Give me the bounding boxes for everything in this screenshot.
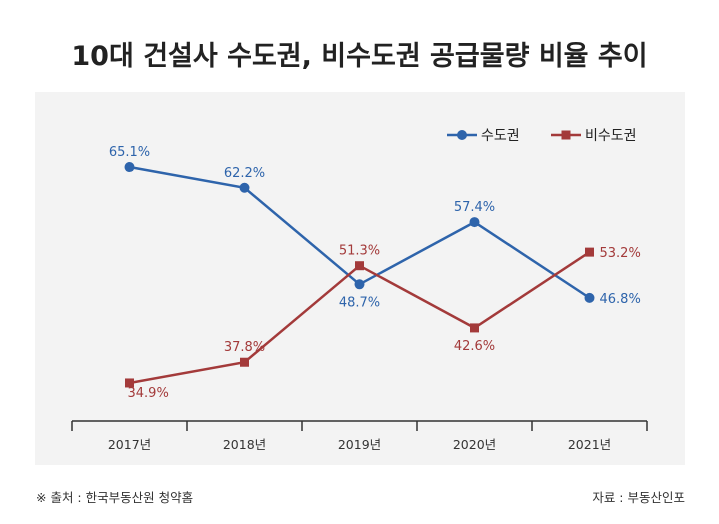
data-label: 37.8% (224, 340, 265, 355)
data-label: 42.6% (454, 339, 495, 354)
data-point (240, 357, 249, 367)
data-point (124, 162, 135, 173)
data-point (469, 217, 480, 228)
data-label: 62.2% (224, 166, 265, 181)
chart-title: 10대 건설사 수도권, 비수도권 공급물량 비율 추이 (71, 41, 647, 72)
x-axis: 2017년 2018년 2019년 2020년 2021년 (71, 420, 648, 452)
data-point (125, 378, 134, 388)
x-tick-label: 2021년 (568, 437, 611, 452)
data-label: 53.2% (600, 246, 641, 261)
series-non-capital: 34.9% 37.8% 51.3% 42.6% 53.2% (125, 244, 641, 401)
plot-background (35, 92, 685, 465)
data-point (470, 323, 479, 333)
x-tick-label: 2019년 (338, 437, 381, 452)
legend: 수도권 비수도권 (447, 128, 637, 144)
legend-label: 비수도권 (585, 128, 637, 144)
data-label: 46.8% (600, 292, 641, 307)
legend-label: 수도권 (481, 128, 520, 144)
x-tick-label: 2017년 (108, 437, 151, 452)
data-point (584, 292, 595, 303)
x-tick-label: 2018년 (223, 437, 266, 452)
data-point (239, 182, 250, 193)
x-tick-label: 2020년 (453, 437, 496, 452)
data-label: 65.1% (109, 145, 150, 160)
legend-marker (561, 130, 571, 140)
source-note: ※ 출처 : 한국부동산원 청약홈 (36, 490, 193, 505)
data-label: 48.7% (339, 295, 380, 310)
series-capital: 65.1% 62.2% 48.7% 57.4% 46.8% (109, 145, 641, 310)
data-label: 57.4% (454, 200, 495, 215)
data-point (585, 247, 594, 257)
credit-note: 자료 : 부동산인포 (592, 490, 685, 505)
legend-marker (457, 130, 467, 140)
data-label: 34.9% (128, 386, 169, 401)
data-point (355, 261, 364, 271)
data-label: 51.3% (339, 244, 380, 259)
data-point (354, 279, 365, 290)
